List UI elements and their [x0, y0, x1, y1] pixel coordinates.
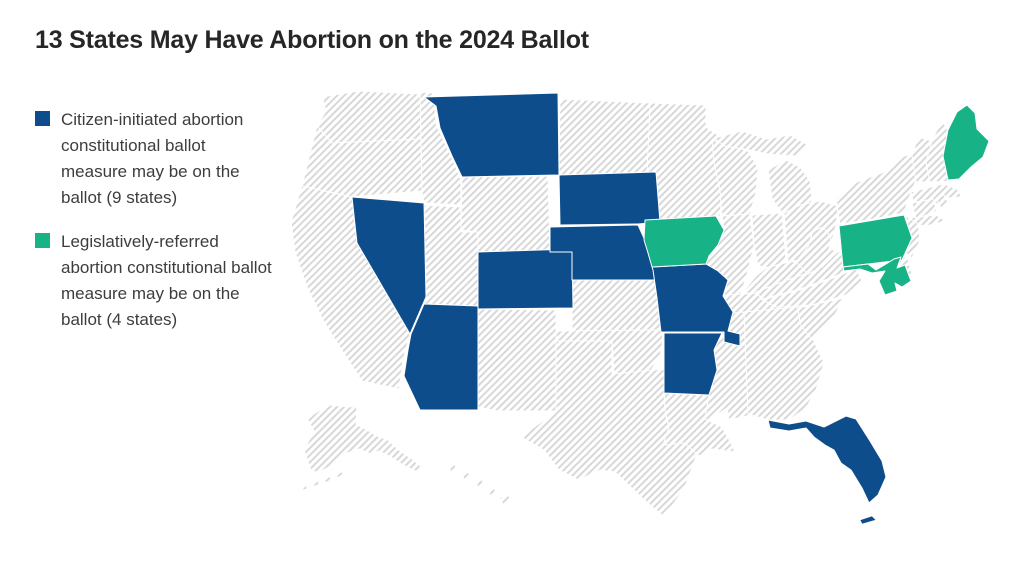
state-louisiana — [662, 392, 736, 457]
us-map-svg — [290, 90, 990, 525]
state-massachusetts — [910, 183, 963, 205]
state-texas — [520, 340, 701, 518]
state-arizona — [403, 303, 479, 411]
alaska-aleutian-island — [299, 484, 308, 491]
state-north-dakota — [558, 98, 657, 176]
state-washington — [316, 90, 422, 144]
state-rhode-island — [935, 194, 950, 209]
state-maine — [942, 104, 990, 181]
citizen-color-swatch — [35, 111, 50, 126]
state-nevada — [351, 196, 427, 335]
legislative-legend-label: Legislatively-referred abortion constitu… — [61, 232, 272, 329]
state-florida-keys — [859, 515, 877, 525]
state-new-mexico — [477, 308, 557, 412]
state-indiana — [751, 212, 787, 269]
state-michigan-upper-peninsula — [713, 130, 809, 157]
legislative-color-swatch — [35, 233, 50, 248]
state-west-virginia — [795, 226, 839, 275]
state-south-dakota — [558, 171, 661, 226]
state-hawaii-island — [448, 464, 458, 473]
page-title: 13 States May Have Abortion on the 2024 … — [35, 26, 589, 54]
legend-item-legislative: Legislatively-referred abortion constitu… — [35, 229, 273, 333]
state-hawaii-island — [461, 471, 471, 480]
state-pennsylvania — [838, 214, 913, 268]
alaska-aleutian-island — [335, 471, 344, 478]
state-florida — [767, 415, 887, 504]
legend-item-citizen: Citizen-initiated abortion constitutiona… — [35, 107, 273, 211]
citizen-legend-label: Citizen-initiated abortion constitutiona… — [61, 110, 244, 207]
alaska-aleutian-island — [323, 476, 332, 483]
state-kansas — [571, 279, 662, 332]
state-arkansas — [663, 332, 723, 396]
state-hawaii-island — [499, 494, 512, 505]
state-iowa — [643, 215, 725, 268]
alaska-aleutian-island — [311, 480, 320, 487]
state-montana — [423, 92, 560, 178]
state-south-carolina — [797, 297, 845, 341]
state-missouri — [651, 263, 741, 347]
state-hawaii-island — [475, 479, 485, 488]
state-colorado — [477, 248, 574, 310]
state-alaska — [303, 402, 425, 474]
state-north-carolina — [761, 267, 863, 308]
legend: Citizen-initiated abortion constitutiona… — [35, 107, 273, 351]
state-maryland — [842, 256, 912, 296]
state-connecticut — [911, 198, 938, 220]
state-hawaii-island — [487, 487, 497, 496]
us-map — [285, 85, 1015, 530]
state-idaho — [419, 91, 462, 206]
